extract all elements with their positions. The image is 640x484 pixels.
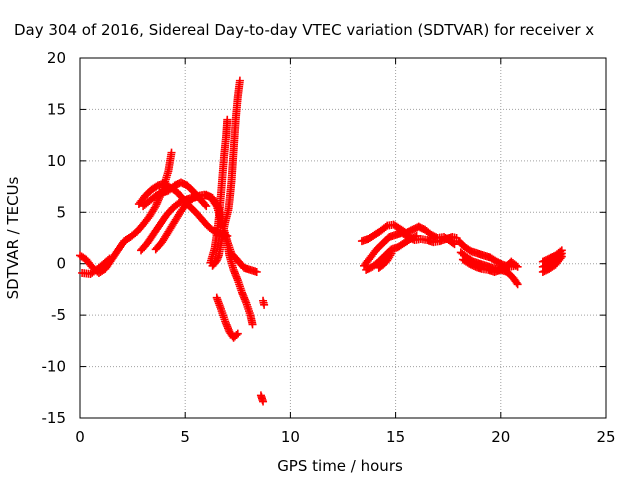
- y-tick-label: -15: [42, 409, 67, 427]
- data-point: [252, 267, 261, 276]
- data-point: [513, 280, 522, 289]
- plot-frame: [79, 57, 607, 419]
- y-tick-label: 0: [56, 255, 66, 273]
- data-point: [556, 254, 565, 263]
- data-point: [513, 262, 522, 271]
- x-tick-label: 20: [491, 428, 510, 446]
- data-point: [248, 320, 257, 329]
- data-point: [557, 252, 566, 261]
- data-series-track-u: [538, 252, 566, 276]
- data-point: [200, 200, 209, 209]
- x-tick-label: 25: [596, 428, 615, 446]
- y-tick-label: 20: [47, 49, 66, 67]
- data-series-track-n: [362, 231, 421, 274]
- axis-ticks: [79, 57, 607, 419]
- grid-lines: [80, 58, 606, 418]
- data-point: [260, 300, 269, 309]
- x-tick-label: 0: [75, 428, 85, 446]
- data-point: [150, 203, 159, 212]
- data-point: [202, 202, 211, 211]
- data-series-track-l: [357, 220, 459, 249]
- data-point: [386, 251, 395, 260]
- data-point: [512, 261, 521, 270]
- x-tick-label: 15: [386, 428, 405, 446]
- data-point: [412, 231, 421, 240]
- data-point: [232, 331, 241, 340]
- data-point: [387, 249, 396, 258]
- x-axis-label: GPS time / hours: [277, 457, 403, 475]
- y-tick-label: -10: [42, 358, 67, 376]
- chart-title: Day 304 of 2016, Sidereal Day-to-day VTE…: [14, 21, 594, 39]
- data-point: [381, 222, 390, 231]
- data-series-track-r: [458, 255, 522, 289]
- data-series-track-f: [151, 190, 257, 329]
- data-series-track-j: [259, 296, 269, 309]
- x-tick-label: 10: [281, 428, 300, 446]
- x-tick-label: 5: [180, 428, 190, 446]
- y-tick-label: 10: [47, 152, 66, 170]
- data-point: [235, 76, 244, 85]
- x-tick-labels: 0 5 10 15 20 25: [75, 428, 615, 446]
- data-series-track-h: [208, 76, 244, 270]
- y-tick-labels: -15 -10 -5 0 5 10 15 20: [42, 49, 67, 427]
- data-point: [233, 329, 242, 338]
- data-series-track-a: [76, 148, 176, 277]
- y-tick-label: 15: [47, 100, 66, 118]
- data-point: [167, 148, 176, 157]
- y-tick-label: -5: [51, 306, 66, 324]
- data-series-track-g: [206, 115, 232, 267]
- data-series-track-b: [78, 254, 114, 278]
- data-series-track-o: [374, 249, 396, 272]
- data-point: [512, 278, 521, 287]
- y-axis-label: SDTVAR / TECUs: [4, 176, 22, 299]
- data-point: [259, 397, 268, 406]
- data-series-track-k: [256, 391, 268, 406]
- data-point: [104, 255, 113, 264]
- data-series-track-i: [212, 293, 242, 342]
- y-tick-label: 5: [56, 203, 66, 221]
- data-point: [105, 254, 114, 263]
- data-points: [76, 76, 566, 406]
- data-point: [450, 240, 459, 249]
- data-point: [223, 115, 232, 124]
